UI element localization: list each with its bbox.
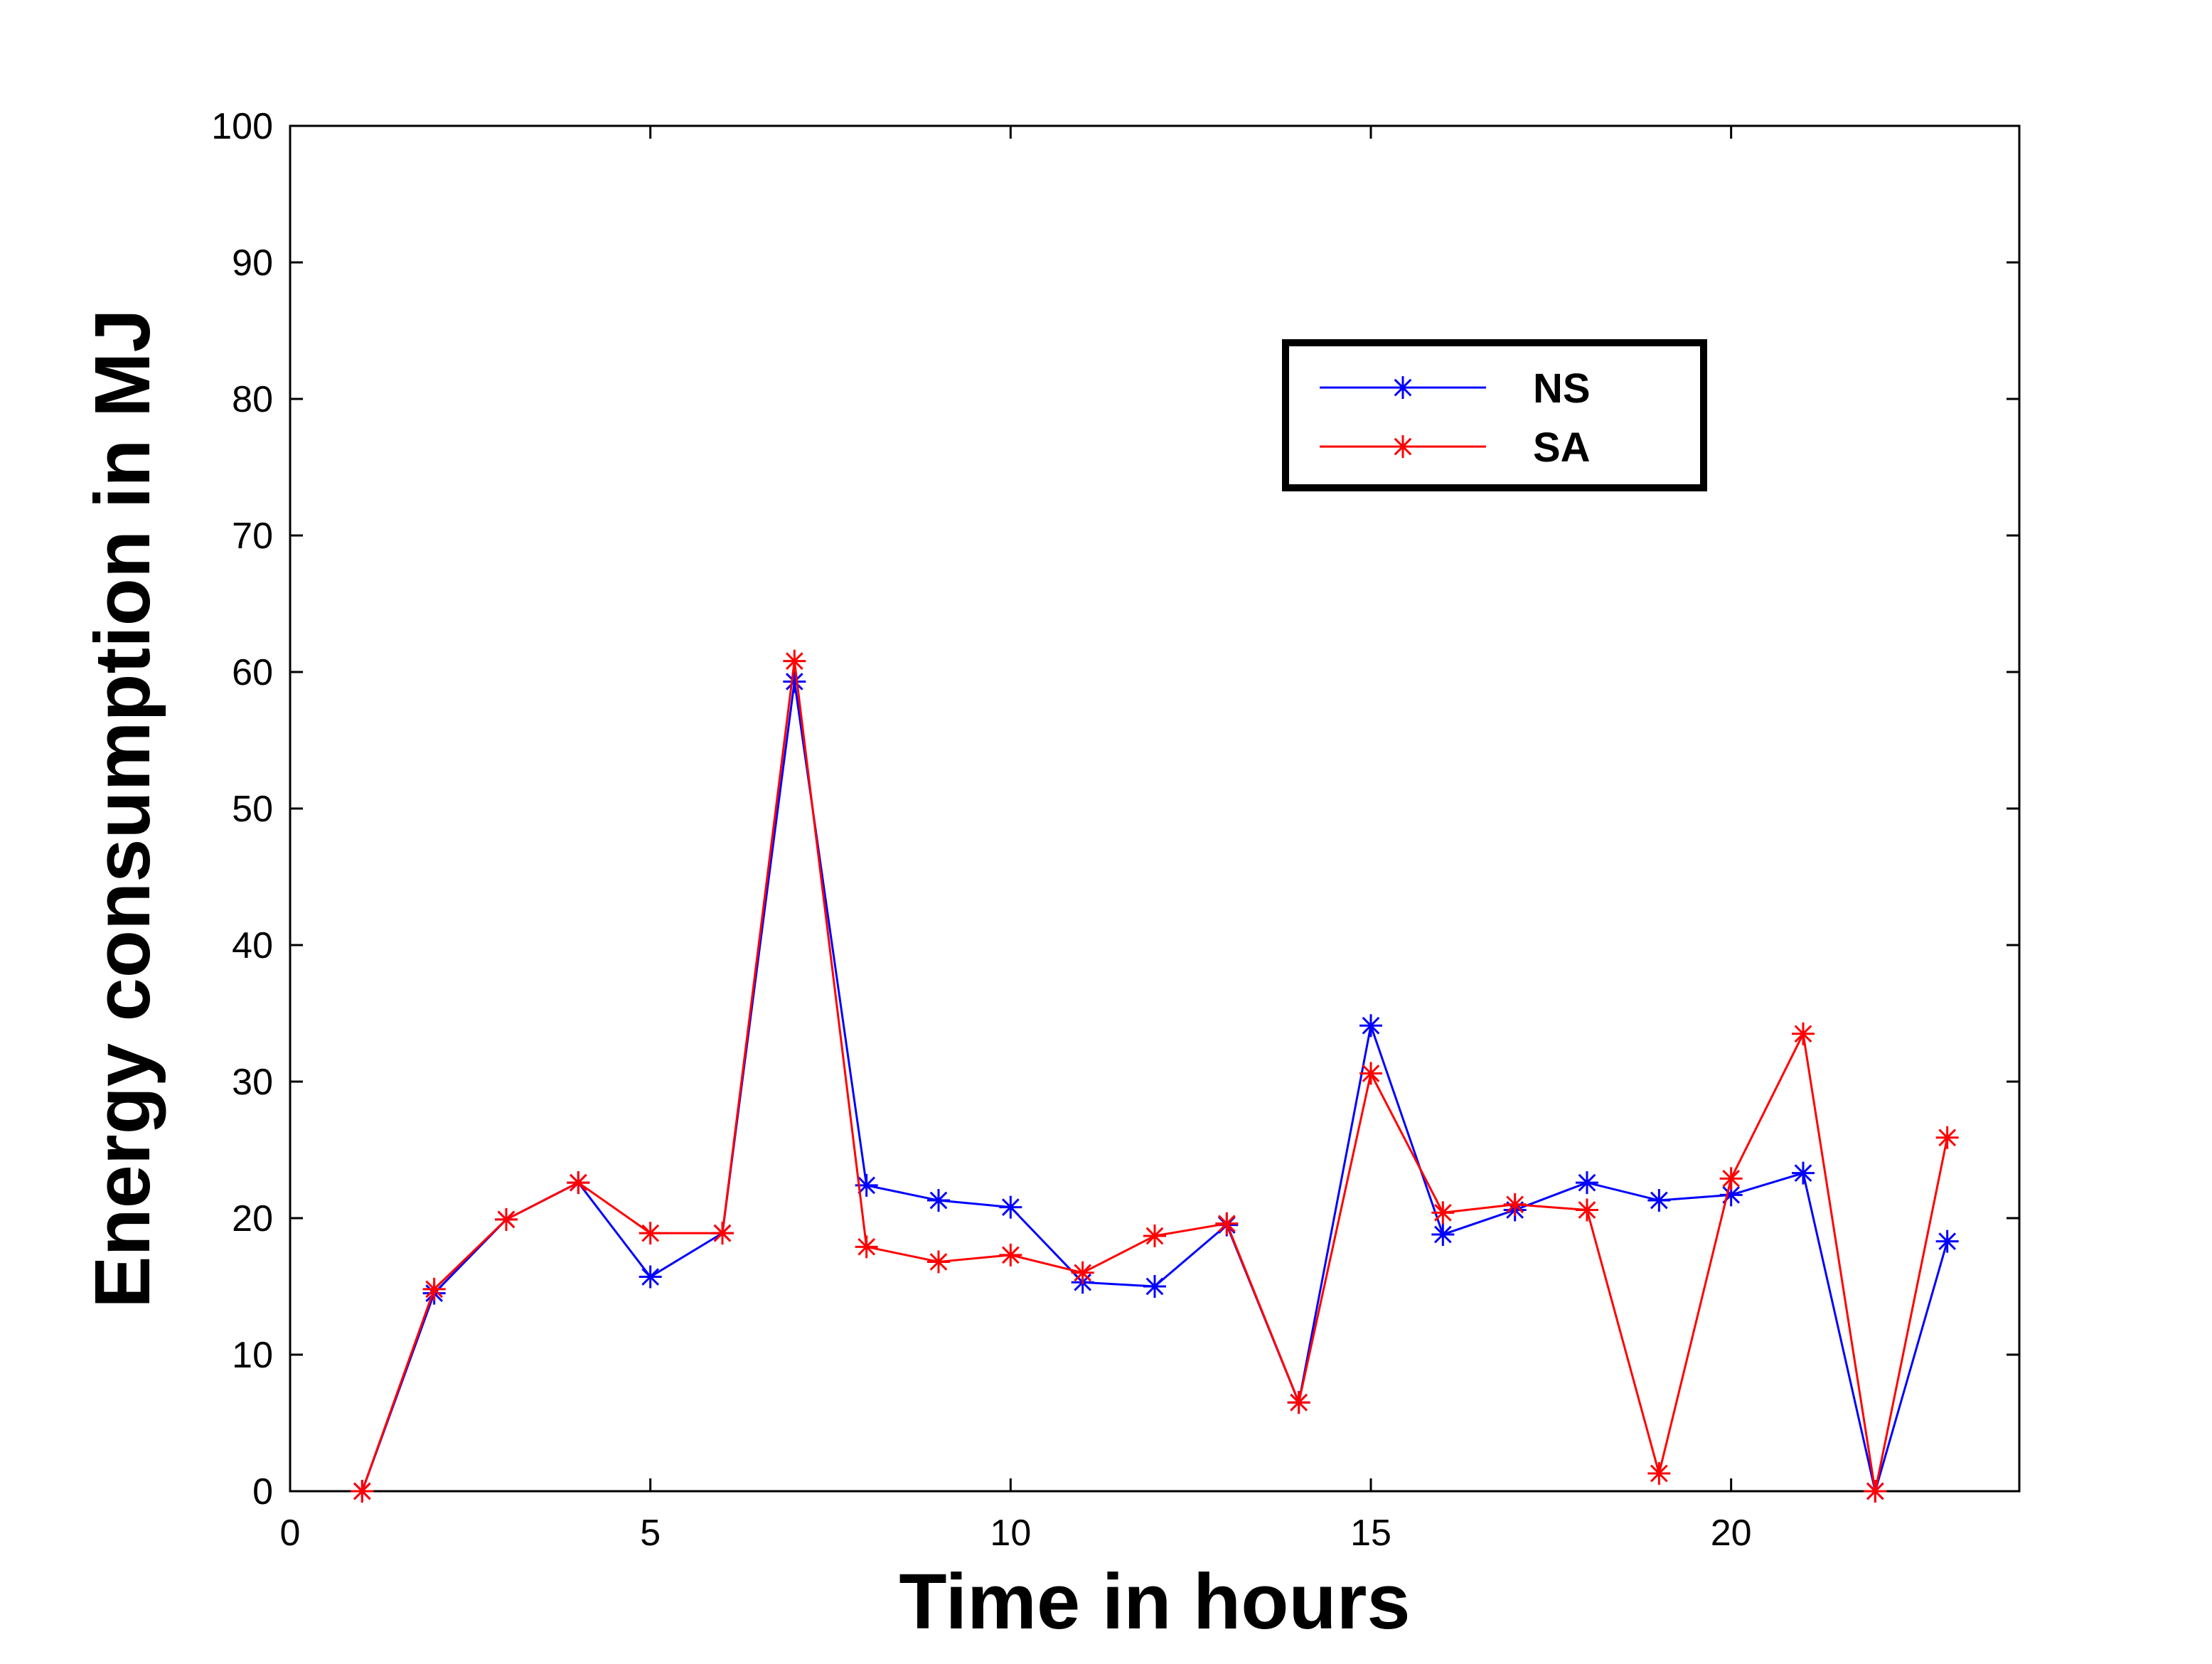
x-tick-label: 10	[990, 1513, 1031, 1554]
data-point-sa	[1359, 1062, 1382, 1085]
data-point-sa	[1215, 1212, 1239, 1235]
data-point-sa	[351, 1480, 374, 1503]
data-point-sa	[1143, 1224, 1166, 1247]
data-point-ns	[1792, 1161, 1815, 1185]
data-point-ns	[1359, 1014, 1382, 1038]
x-axis-label: Time in hours	[899, 1558, 1410, 1646]
series-layer	[351, 649, 1959, 1503]
series-sa	[351, 649, 1959, 1503]
y-tick-label: 30	[232, 1062, 273, 1103]
data-point-ns	[1431, 1223, 1455, 1247]
data-point-sa	[1503, 1193, 1527, 1216]
y-tick-label: 90	[232, 242, 273, 284]
plot-area	[289, 124, 2021, 1493]
data-point-sa	[1287, 1391, 1310, 1414]
y-tick-label: 0	[252, 1471, 273, 1513]
data-point-sa	[855, 1235, 878, 1259]
data-point-sa	[783, 649, 806, 673]
data-point-sa	[1071, 1261, 1094, 1284]
x-tick-label: 0	[280, 1513, 301, 1554]
data-point-ns	[927, 1189, 950, 1212]
data-point-sa	[567, 1171, 590, 1195]
data-point-sa	[1576, 1198, 1598, 1222]
data-point-ns	[639, 1265, 662, 1289]
y-tick-label: 10	[232, 1335, 273, 1376]
legend-asterisk-ns	[1391, 376, 1414, 399]
data-point-sa	[1864, 1480, 1887, 1503]
y-tick-label: 40	[232, 925, 273, 966]
data-point-ns	[1647, 1189, 1671, 1212]
data-point-sa	[927, 1250, 950, 1274]
x-tick-label: 20	[1711, 1513, 1752, 1554]
data-point-sa	[1719, 1167, 1743, 1190]
data-point-sa	[639, 1222, 662, 1245]
data-point-ns	[783, 670, 806, 693]
data-point-sa	[1792, 1022, 1815, 1045]
legend-box	[1282, 339, 1707, 491]
y-tick-label: 20	[232, 1198, 273, 1239]
data-point-ns	[999, 1195, 1022, 1219]
y-tick-label: 70	[232, 516, 273, 557]
legend-label-sa: SA	[1533, 425, 1591, 471]
axis-ticks: 0 5 10 15 20 0 10 20 30 40 50 60 70 80 90 100	[211, 106, 2019, 1554]
y-tick-label: 80	[232, 379, 273, 420]
legend-marker-sa	[1391, 435, 1414, 458]
data-point-sa	[999, 1243, 1022, 1266]
y-tick-label: 100	[211, 106, 273, 147]
data-point-sa	[711, 1222, 734, 1245]
legend-marker-ns	[1391, 376, 1414, 399]
data-point-ns	[1143, 1275, 1166, 1298]
legend-label-ns: NS	[1533, 366, 1591, 412]
data-point-sa	[1647, 1462, 1671, 1486]
data-point-sa	[422, 1277, 446, 1301]
x-tick-label: 15	[1350, 1513, 1391, 1554]
data-point-sa	[495, 1207, 518, 1231]
data-point-sa	[1431, 1201, 1455, 1225]
legend-asterisk-sa	[1391, 435, 1414, 458]
y-axis-label: Energy consumption in MJ	[79, 309, 166, 1308]
data-point-sa	[1935, 1126, 1959, 1149]
x-tick-label: 5	[640, 1513, 661, 1554]
data-point-ns	[1576, 1171, 1598, 1195]
data-point-ns	[1935, 1230, 1959, 1253]
y-tick-label: 60	[232, 652, 273, 693]
y-tick-label: 50	[232, 789, 273, 830]
legend: NS SA	[1282, 339, 1707, 491]
